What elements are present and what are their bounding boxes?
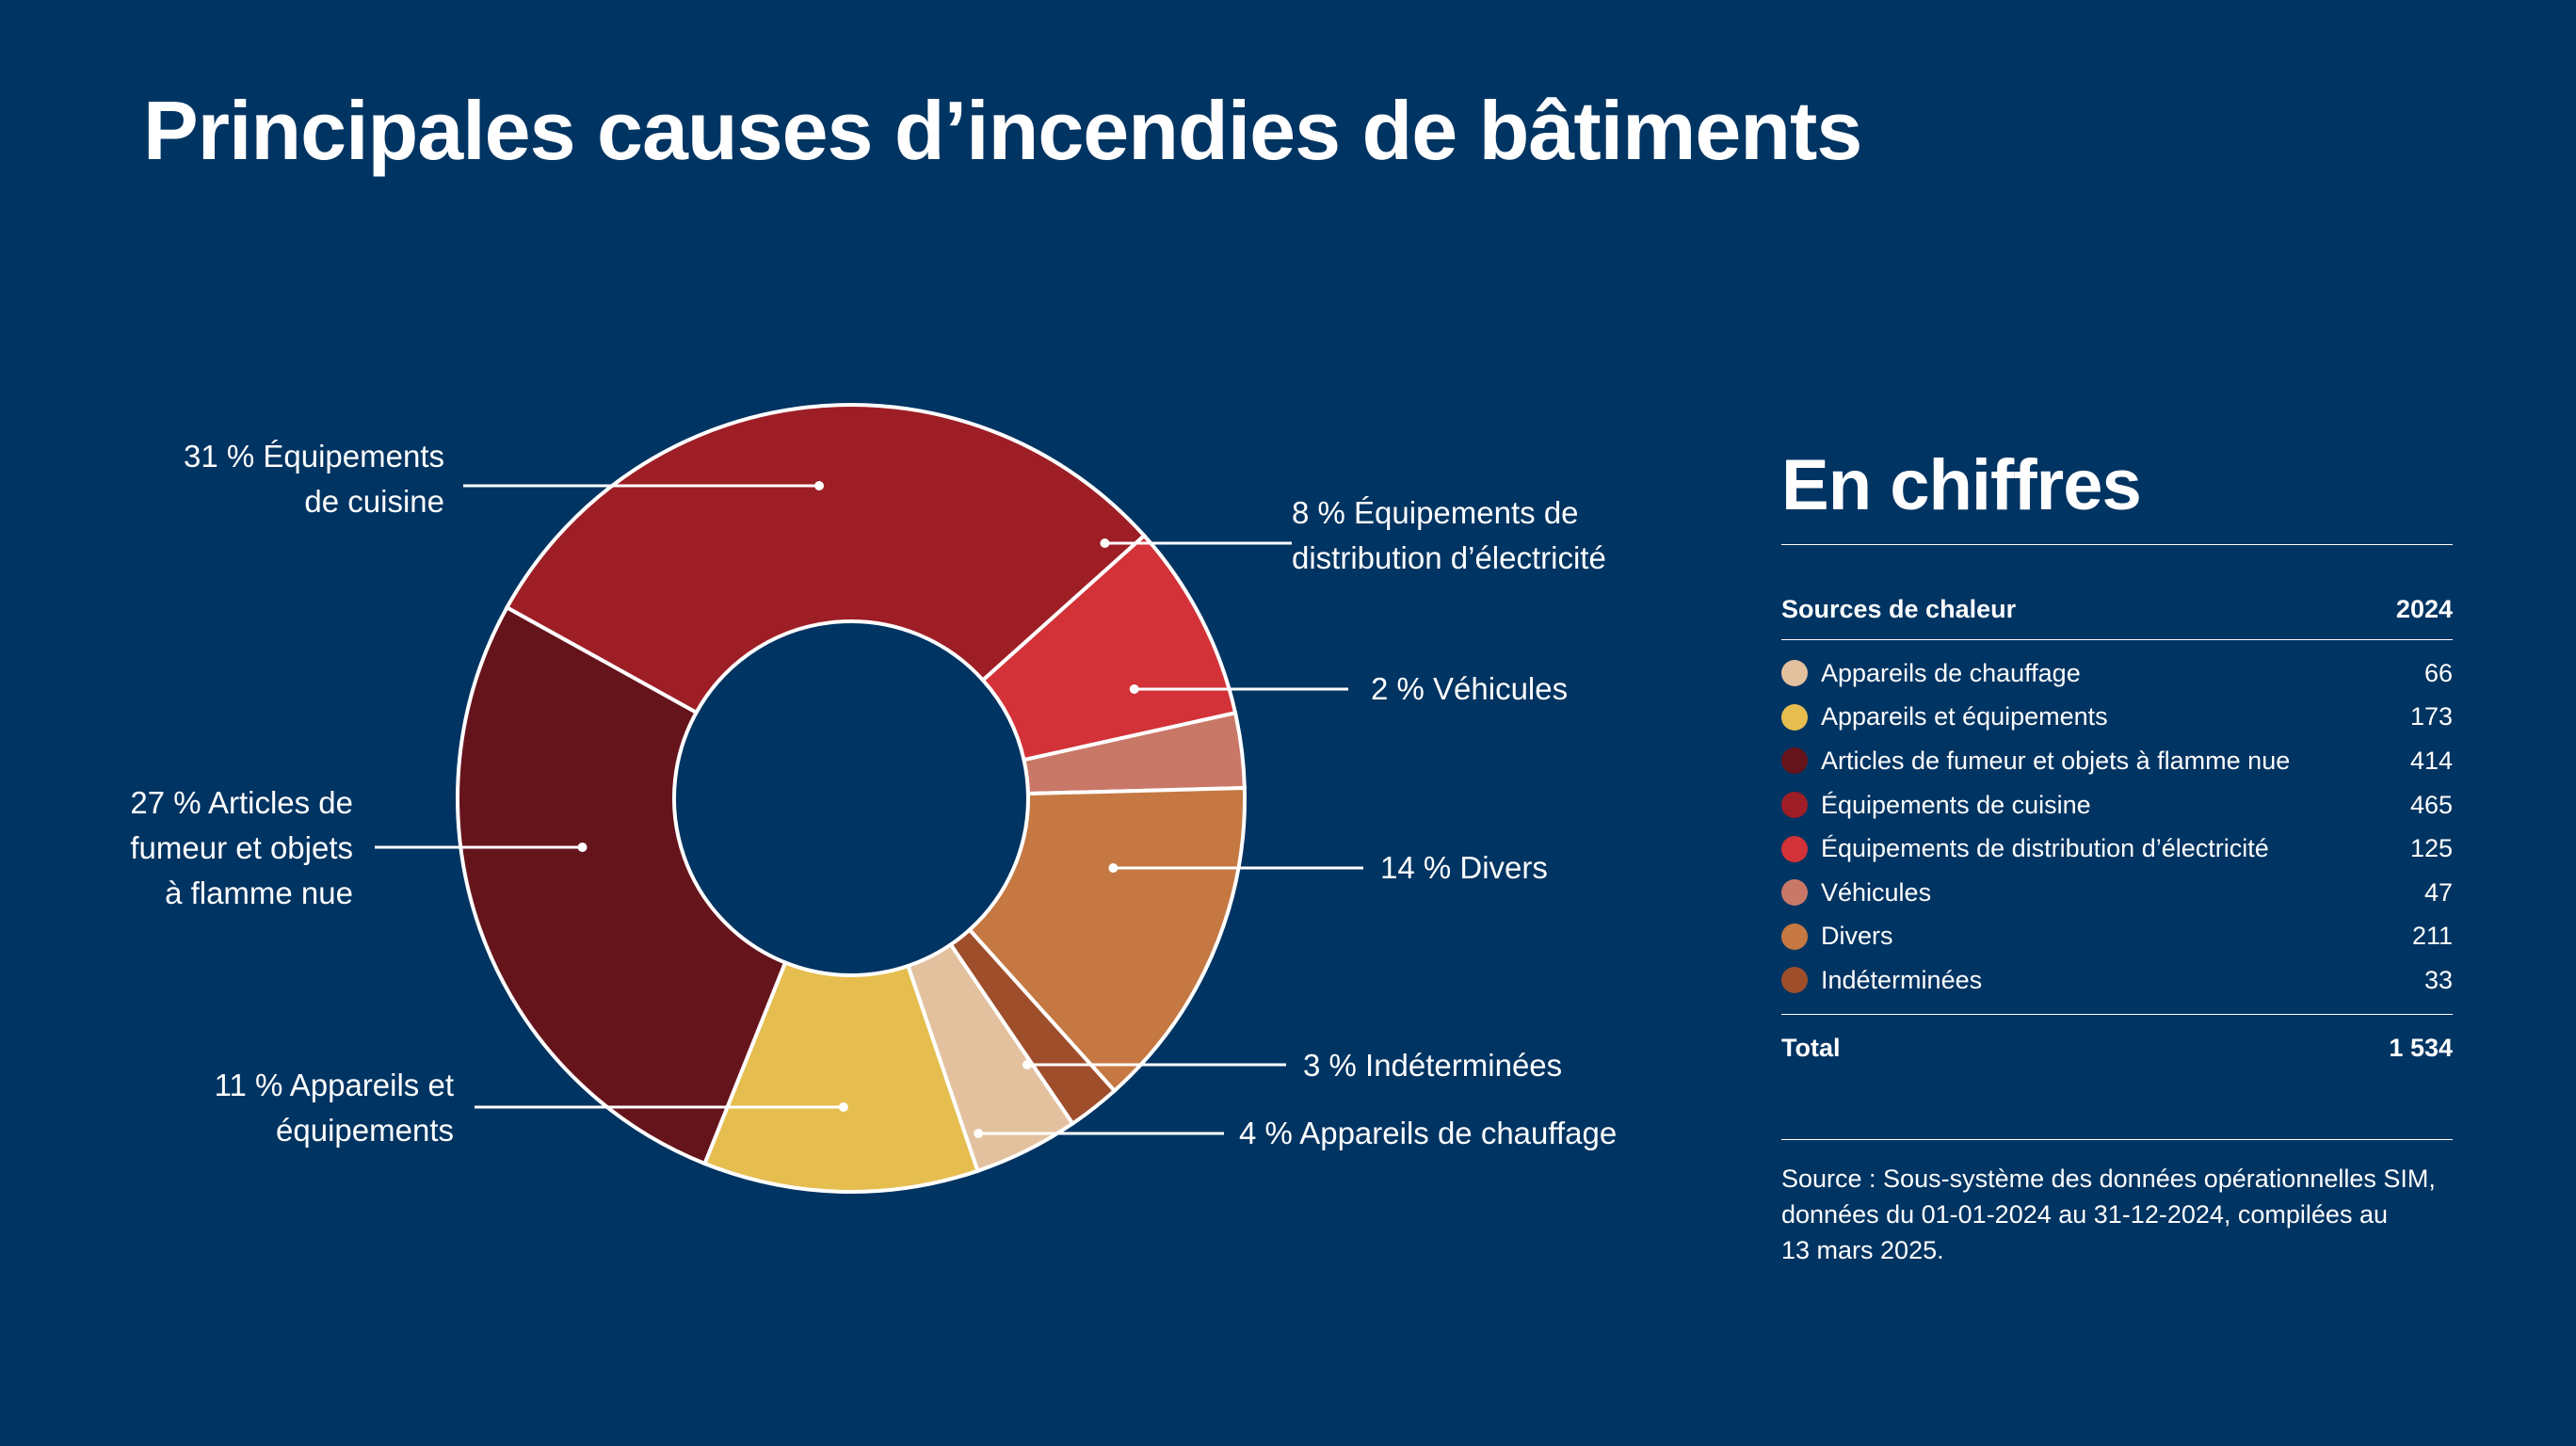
page-title: Principales causes d’incendies de bâtime… <box>143 84 1862 177</box>
row-value: 211 <box>2411 922 2453 951</box>
leader-dot <box>1129 684 1139 694</box>
legend-swatch <box>1781 835 1808 862</box>
legend-swatch <box>1781 703 1808 731</box>
slice-label-line: distribution d’électricité <box>1292 540 1606 575</box>
slice-label-line: à flamme nue <box>165 876 353 910</box>
legend-swatch <box>1781 879 1808 907</box>
slice-label-line: 8 % Équipements de <box>1292 495 1579 530</box>
legend-swatch <box>1781 747 1808 775</box>
donut-chart: 31 % Équipements de cuisine 8 % Équipement… <box>130 403 1617 1194</box>
leader-dot <box>577 843 588 852</box>
leader-dot <box>838 1102 848 1112</box>
slice-label: 3 % Indéterminées <box>1303 1048 1562 1083</box>
table-row: Indéterminées 33 <box>1781 958 2453 1003</box>
row-value: 414 <box>2409 746 2453 775</box>
table-row: Appareils et équipements 173 <box>1781 696 2453 740</box>
slice-label: 31 % Équipements de cuisine <box>184 439 444 519</box>
total-label: Total <box>1781 1034 1841 1063</box>
source-line: Source : Sous-système des données opérat… <box>1781 1164 2436 1193</box>
row-value: 465 <box>2409 790 2453 819</box>
source-divider <box>1781 1138 2453 1140</box>
table-row: Équipements de cuisine 465 <box>1781 783 2453 827</box>
table-row: Divers 211 <box>1781 915 2453 959</box>
row-label: Indéterminées <box>1821 965 1983 994</box>
donut-slice <box>701 959 980 1194</box>
legend-swatch <box>1781 792 1808 819</box>
leader-dot <box>1108 863 1119 873</box>
source-note: Source : Sous-système des données opérat… <box>1781 1153 2453 1268</box>
row-value: 125 <box>2409 834 2453 863</box>
slice-label: 8 % Équipements de distribution d’électri… <box>1292 495 1606 575</box>
total-divider <box>1781 1013 2453 1015</box>
slice-label-line: 4 % Appareils de chauffage <box>1239 1116 1617 1150</box>
donut-slice <box>966 785 1247 1094</box>
slice-label: 4 % Appareils de chauffage <box>1239 1116 1617 1150</box>
legend-swatch <box>1781 923 1808 950</box>
slice-label: 27 % Articles de fumeur et objets à flamme… <box>130 785 353 910</box>
row-label: Véhicules <box>1821 877 1932 907</box>
panel-title: En chiffres <box>1781 445 2142 525</box>
row-value: 33 <box>2423 965 2453 994</box>
slice-label-line: de cuisine <box>304 484 444 519</box>
row-label: Appareils et équipements <box>1821 702 2108 731</box>
slice-label-line: équipements <box>276 1113 454 1148</box>
source-line: 13 mars 2025. <box>1781 1235 1944 1264</box>
table-header: Sources de chaleur 2024 <box>1781 579 2453 639</box>
row-label: Équipements de distribution d’électricit… <box>1821 834 2269 863</box>
table-row: Équipements de distribution d’électricit… <box>1781 827 2453 871</box>
leader-dot <box>974 1129 984 1138</box>
source-line: données du 01-01-2024 au 31-12-2024, com… <box>1781 1199 2388 1229</box>
slice-label-line: fumeur et objets <box>130 830 353 865</box>
row-value: 47 <box>2423 877 2453 907</box>
slice-label-line: 14 % Divers <box>1380 850 1548 885</box>
slice-label-line: 2 % Véhicules <box>1371 671 1568 706</box>
slice-label-line: 3 % Indéterminées <box>1303 1048 1562 1083</box>
row-label: Appareils de chauffage <box>1821 658 2081 687</box>
slice-label-line: 11 % Appareils et <box>215 1068 454 1102</box>
panel-title-divider <box>1781 544 2453 545</box>
leader-dot <box>1022 1060 1033 1069</box>
table-row: Véhicules 47 <box>1781 871 2453 915</box>
header-label: Sources de chaleur <box>1781 594 2017 623</box>
donut-slice <box>504 403 1148 715</box>
leader-dot <box>814 481 825 490</box>
slice-label: 2 % Véhicules <box>1371 671 1568 706</box>
legend-swatch <box>1781 967 1808 994</box>
row-value: 66 <box>2423 658 2453 687</box>
total-value: 1 534 <box>2389 1034 2453 1063</box>
legend-swatch <box>1781 660 1808 687</box>
slice-label: 14 % Divers <box>1380 850 1548 885</box>
row-label: Équipements de cuisine <box>1821 790 2091 819</box>
slice-label-line: 31 % Équipements <box>184 439 444 474</box>
total-row: Total 1 534 <box>1781 1015 2453 1083</box>
slice-label: 11 % Appareils et équipements <box>215 1068 454 1148</box>
row-label: Divers <box>1821 922 1893 951</box>
leader-dot <box>1100 538 1110 548</box>
slice-label-line: 27 % Articles de <box>130 785 353 820</box>
donut-slice <box>456 604 788 1166</box>
table-row: Appareils de chauffage 66 <box>1781 651 2453 696</box>
table-row: Articles de fumeur et objets à flamme nu… <box>1781 739 2453 783</box>
row-value: 173 <box>2409 702 2453 731</box>
header-divider <box>1781 639 2453 640</box>
row-label: Articles de fumeur et objets à flamme nu… <box>1821 746 2291 775</box>
figures-panel: En chiffres Sources de chaleur 2024 Appa… <box>1781 450 2453 1268</box>
header-year: 2024 <box>2395 594 2453 623</box>
